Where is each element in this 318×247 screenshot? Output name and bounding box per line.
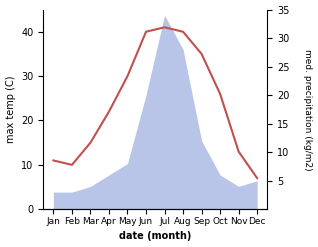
Y-axis label: max temp (C): max temp (C) <box>5 76 16 143</box>
Y-axis label: med. precipitation (kg/m2): med. precipitation (kg/m2) <box>303 49 313 170</box>
X-axis label: date (month): date (month) <box>119 231 191 242</box>
